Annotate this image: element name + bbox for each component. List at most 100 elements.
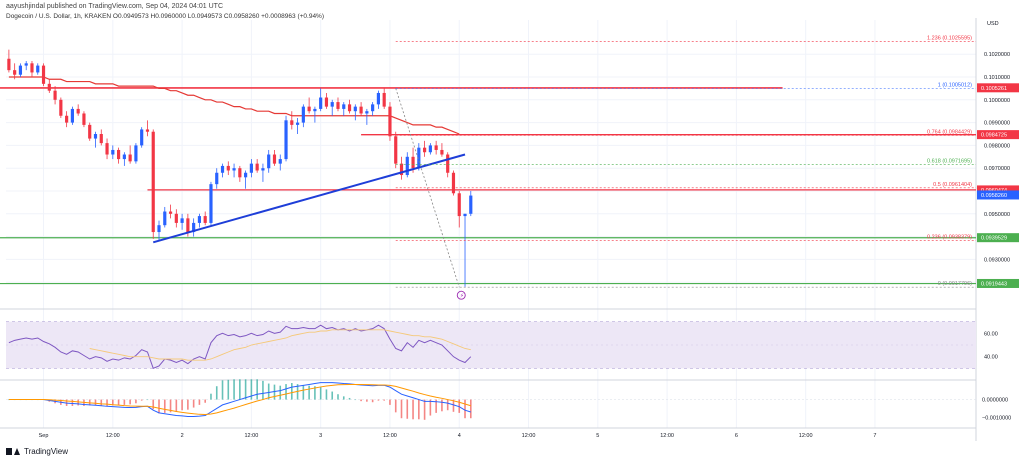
candle-body — [324, 97, 329, 107]
candle-body — [140, 129, 144, 146]
candle-body — [434, 145, 438, 150]
macd-histogram-bar — [377, 399, 380, 401]
candle-body — [174, 213, 178, 223]
macd-histogram-bar — [464, 399, 466, 419]
macd-line — [8, 382, 471, 417]
macd-histogram-bar — [100, 399, 103, 406]
fib-level-label: 0.618 (0.0971695) — [927, 158, 972, 164]
macd-histogram-bar — [262, 380, 264, 400]
macd-histogram-bar — [215, 386, 218, 400]
candle-body — [70, 108, 74, 123]
y-tick-label: 0.0990000 — [984, 121, 1010, 127]
candle-body — [272, 154, 277, 164]
moving-average — [8, 76, 460, 135]
candle-body — [99, 134, 103, 144]
candle-body — [347, 104, 352, 112]
event-marker-icon — [456, 290, 466, 300]
horizontal-levels — [0, 87, 976, 285]
candle-body — [76, 108, 80, 114]
candle-body — [278, 159, 282, 164]
macd-histogram-bar — [192, 399, 195, 408]
macd-histogram-bar — [175, 399, 178, 412]
candle-body — [24, 63, 28, 66]
macd-tick-label: −0.0010000 — [982, 415, 1011, 421]
macd-histogram-bar — [371, 399, 374, 403]
candle-body — [423, 147, 427, 153]
y-tick-label: 0.0930000 — [984, 257, 1010, 263]
fib-level-label: 0.236 (0.0938379) — [927, 234, 972, 240]
macd-histogram-bar — [198, 399, 201, 405]
candle-body — [82, 113, 86, 125]
price-tag-label: 0.0984725 — [981, 133, 1007, 139]
candle-body — [128, 154, 132, 162]
candle-body — [428, 145, 432, 153]
candle-body — [244, 172, 248, 178]
macd-histogram-bar — [331, 391, 334, 400]
candle-body — [388, 106, 392, 137]
macd-histogram-bar — [389, 399, 391, 405]
tradingview-brand: TradingView — [6, 447, 68, 456]
author-line: aayushjindal published on TradingView.co… — [6, 3, 224, 10]
price-tag — [977, 233, 1019, 243]
x-tick-label: 12:00 — [799, 433, 813, 439]
rsi-background — [6, 321, 976, 369]
macd-histogram-bar — [94, 399, 97, 406]
fib-levels: 0.236 (0.0938379) 0.5 (0.0961404) 0.618 (0… — [395, 35, 976, 288]
candle-body — [451, 172, 456, 194]
macd-histogram-bar — [279, 385, 282, 400]
candle-body — [41, 65, 46, 84]
macd-pane — [6, 379, 976, 420]
macd-histogram-bar — [163, 399, 166, 413]
candle-body — [151, 131, 155, 233]
symbol-line: Dogecoin / U.S. Dollar, 1h, KRAKEN O0.09… — [6, 13, 325, 20]
candle-body — [186, 218, 190, 233]
macd-histogram-bar — [106, 399, 108, 406]
candle-body — [53, 90, 57, 100]
macd-histogram-bar — [239, 379, 241, 400]
macd-histogram-bar — [394, 399, 397, 413]
rsi-pane — [8, 324, 472, 369]
rising-trendline — [152, 153, 466, 244]
candle-body — [405, 156, 409, 176]
y-tick-label: 0.1000000 — [984, 98, 1010, 104]
macd-histogram-bar — [123, 399, 126, 405]
candle-body — [30, 63, 34, 73]
x-tick-label: 4 — [458, 433, 461, 439]
candle-body — [307, 106, 311, 112]
candle-body — [163, 211, 167, 226]
x-tick-label: 7 — [873, 433, 876, 439]
candle-body — [36, 65, 40, 73]
rsi-tick-label: 60.00 — [984, 331, 998, 337]
candle-body — [18, 65, 23, 75]
macd-histogram-bar — [366, 399, 368, 402]
candlesticks — [7, 49, 473, 287]
macd-histogram-bar — [244, 379, 247, 400]
y-tick-label: 0.1010000 — [984, 75, 1010, 81]
macd-histogram-bar — [273, 384, 276, 400]
candle-body — [7, 58, 11, 71]
price-tag — [977, 278, 1019, 288]
candle-body — [411, 156, 415, 169]
macd-histogram-bar — [169, 399, 172, 413]
candle-body — [342, 104, 346, 109]
macd-histogram-bar — [285, 384, 287, 400]
macd-histogram-bar — [337, 394, 339, 400]
candle-body — [463, 213, 467, 217]
rsi-ma-line — [89, 329, 471, 361]
macd-histogram-bar — [383, 399, 385, 401]
macd-histogram-bar — [140, 399, 143, 401]
candle-body — [203, 216, 207, 223]
macd-histogram-bar — [112, 399, 114, 406]
brand-name: TradingView — [24, 447, 69, 456]
fib-level-label: 0 (0.0917796) — [938, 281, 972, 287]
macd-histogram-bar — [342, 396, 345, 400]
candle-body — [359, 106, 363, 114]
candle-body — [290, 120, 294, 125]
x-tick-label: 12:00 — [245, 433, 259, 439]
candle-body — [134, 145, 138, 162]
price-tag — [977, 83, 1019, 93]
macd-histogram-bar — [233, 379, 235, 400]
macd-histogram-bar — [308, 385, 310, 400]
candle-body — [192, 222, 196, 233]
